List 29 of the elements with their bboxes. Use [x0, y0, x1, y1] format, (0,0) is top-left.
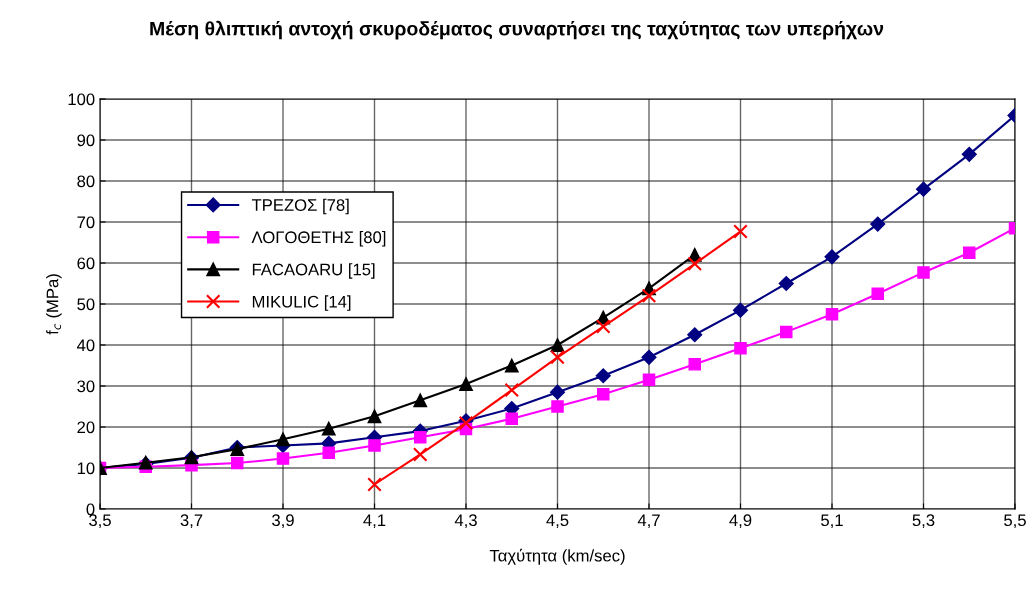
y-tick-label: 80 — [77, 175, 95, 188]
y-axis-title: f$_{c}$ (MPa) — [46, 274, 62, 335]
x-tick-label: 5,5 — [1004, 514, 1026, 529]
y-tick-label: 0 — [86, 503, 95, 516]
x-tick-label: 5,1 — [821, 514, 843, 529]
x-tick-label: 4,3 — [454, 514, 477, 529]
x-axis-title: Ταχύτητα (km/sec) — [489, 548, 625, 565]
x-tick-label: 4,1 — [363, 514, 386, 529]
legend-label: ΛΟΓΟΘΕΤΗΣ [80] — [251, 230, 386, 247]
y-tick-label: 100 — [68, 93, 95, 106]
y-tick-label: 50 — [77, 298, 95, 311]
y-tick-label: 90 — [77, 134, 95, 147]
x-tick-label: 4,9 — [729, 514, 752, 529]
legend-label: FACAOARU [15] — [252, 263, 375, 279]
x-tick-label: 5,3 — [912, 514, 935, 529]
y-tick-label: 20 — [77, 421, 95, 434]
x-tick-label: 3,9 — [272, 514, 294, 529]
x-tick-label: 4,7 — [637, 514, 660, 529]
x-tick-label: 3,7 — [180, 514, 203, 529]
chart-title: Μέση θλιπτική αντοχή σκυροδέματος συναρτήσει της ταχύτητας των υπερήχων — [150, 20, 884, 40]
legend-label: MIKULIC [14] — [252, 295, 351, 311]
y-tick-label: 70 — [77, 216, 95, 229]
y-tick-label: 60 — [77, 257, 95, 270]
y-tick-label: 40 — [76, 339, 95, 352]
y-tick-label: 10 — [77, 462, 95, 475]
x-tick-label: 4,5 — [546, 514, 569, 529]
x-tick-label: 3,5 — [89, 514, 111, 529]
y-tick-label: 30 — [77, 380, 95, 393]
legend-label: ΤΡΕΖΟΣ [78] — [251, 198, 349, 215]
